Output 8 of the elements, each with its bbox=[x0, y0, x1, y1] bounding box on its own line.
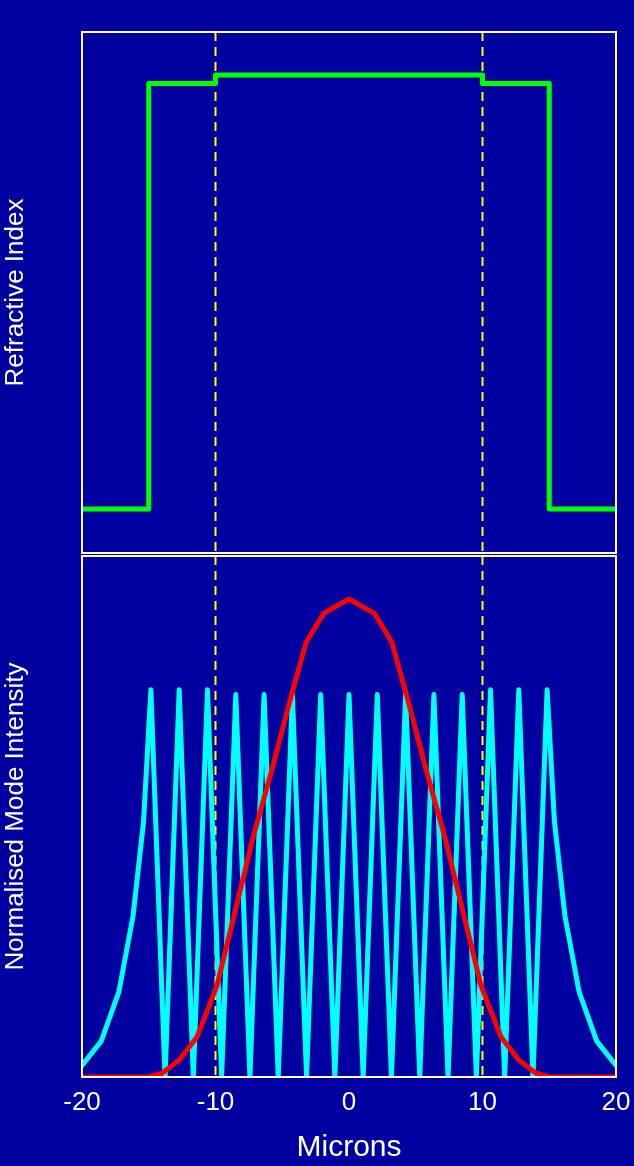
x-tick-label: 0 bbox=[341, 1085, 357, 1116]
y-axis-title: Normalised Mode Intensity bbox=[0, 662, 29, 971]
x-axis-title: Microns bbox=[296, 1129, 402, 1163]
x-tick-label: -10 bbox=[196, 1085, 235, 1116]
x-tick-label: 10 bbox=[468, 1085, 497, 1116]
x-tick-label: 20 bbox=[601, 1085, 631, 1116]
x-tick-label: -20 bbox=[63, 1085, 101, 1116]
y-axis-title: Refractive Index bbox=[0, 198, 29, 387]
